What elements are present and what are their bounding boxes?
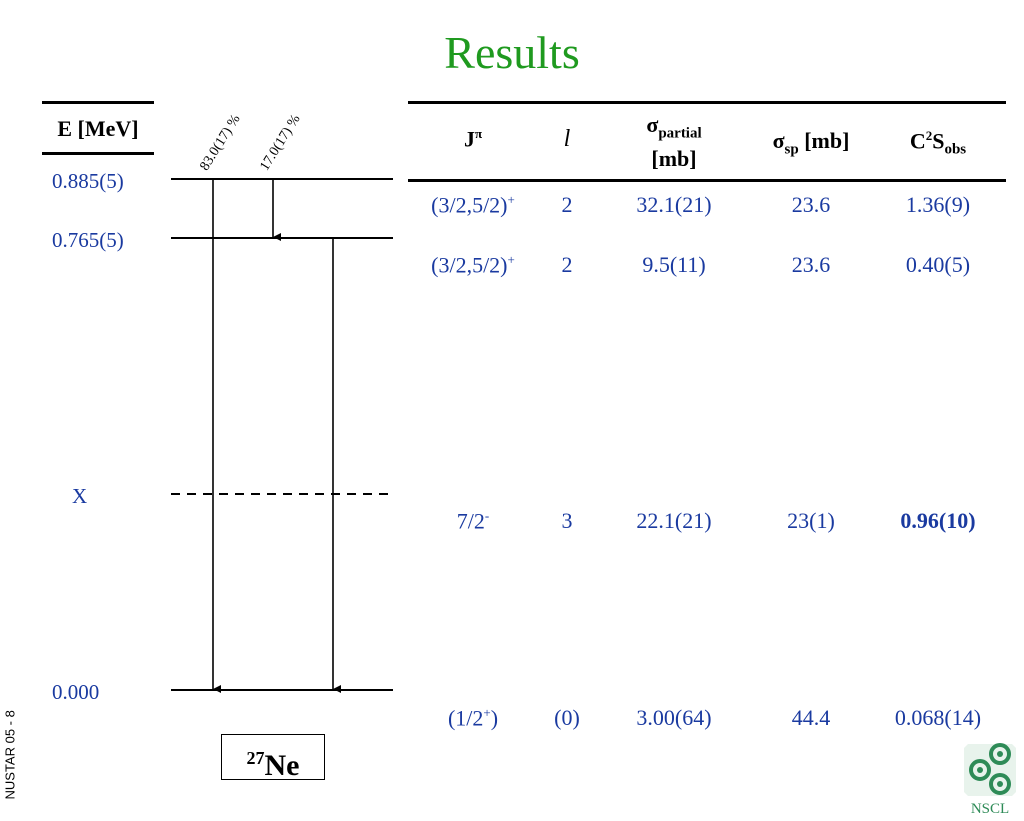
table-rule-header: [408, 179, 1006, 182]
row4-c2s: 0.068(14): [894, 705, 982, 730]
header-jpi: Jπ: [463, 126, 483, 152]
row3-c2s: 0.96(10): [900, 508, 976, 533]
row1-sp: 23.6: [791, 192, 831, 217]
table-rule-top: [408, 101, 1006, 104]
header-c2s: C2Sobs: [909, 128, 967, 158]
row3-jpi: 7/2-: [456, 508, 490, 534]
energy-header-rule-top: [42, 101, 154, 104]
row2-c2s: 0.40(5): [905, 252, 971, 277]
row4-jpi: (1/2+): [447, 705, 499, 731]
nucleus-label: 27Ne: [221, 734, 325, 782]
nscl-logo-text: NSCL: [971, 801, 1009, 816]
header-sigma-partial: σpartial [mb]: [646, 112, 702, 172]
level-energy-ground: 0.000: [52, 680, 100, 704]
row3-partial: 22.1(21): [636, 508, 712, 533]
row2-jpi: (3/2,5/2)+: [431, 252, 515, 278]
row2-sp: 23.6: [791, 252, 831, 277]
row4-l: (0): [554, 705, 580, 730]
energy-header-rule-bottom: [42, 152, 154, 155]
row3-l: 3: [561, 508, 573, 533]
energy-header: E [MeV]: [57, 116, 139, 141]
nscl-logo-icon: NSCL: [964, 743, 1016, 817]
row1-l: 2: [561, 192, 573, 217]
slide-title: Results: [444, 27, 580, 78]
row3-sp: 23(1): [787, 508, 835, 533]
row4-sp: 44.4: [791, 705, 831, 730]
header-l: l: [563, 126, 571, 152]
level-energy-0765: 0.765(5): [52, 228, 124, 252]
nucleus-mass: 27: [246, 748, 265, 768]
side-footer: NUSTAR 05 - 8: [2, 710, 18, 800]
row4-partial: 3.00(64): [636, 705, 712, 730]
level-energy-0885: 0.885(5): [52, 169, 124, 193]
row1-jpi: (3/2,5/2)+: [431, 192, 515, 218]
level-energy-x: X: [72, 484, 88, 508]
header-sigma-sp: σsp [mb]: [772, 128, 850, 158]
row1-partial: 32.1(21): [636, 192, 712, 217]
row1-c2s: 1.36(9): [905, 192, 971, 217]
nscl-logo: NSCL: [960, 738, 1020, 817]
nucleus-symbol: Ne: [264, 749, 300, 782]
row2-l: 2: [561, 252, 573, 277]
row2-partial: 9.5(11): [642, 252, 706, 277]
